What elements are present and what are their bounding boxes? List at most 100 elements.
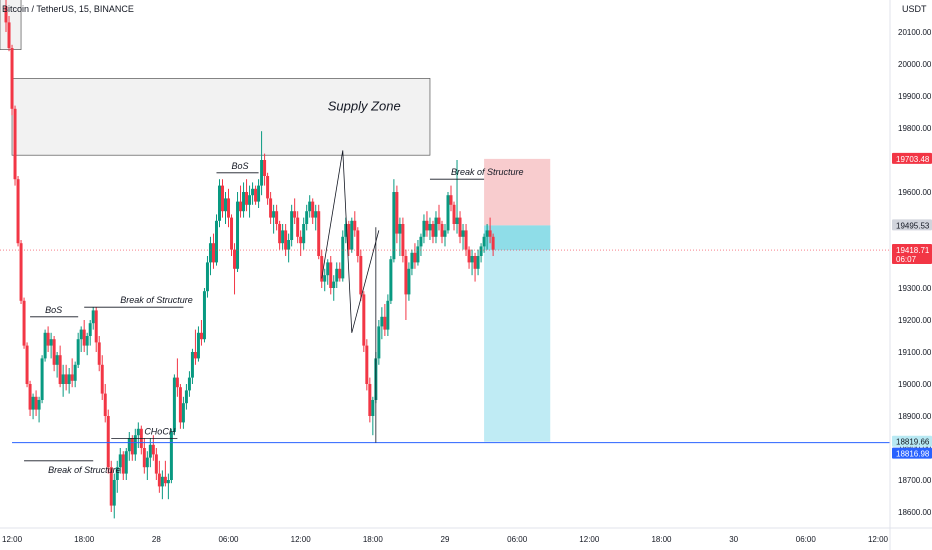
- candle-body: [184, 390, 188, 404]
- candle-body: [485, 230, 489, 237]
- candle-body: [166, 480, 170, 484]
- candle-body: [278, 224, 282, 244]
- price-badge-label-take_profit: 18819.66: [896, 438, 930, 447]
- candle-body: [353, 220, 357, 231]
- candle-body: [413, 252, 417, 263]
- time-tick-label: 29: [441, 535, 450, 544]
- candle-body: [305, 211, 309, 224]
- candle-body: [193, 352, 197, 359]
- candle-body: [254, 188, 258, 202]
- candle-body: [347, 224, 351, 250]
- candle-body: [467, 249, 471, 263]
- candle-body: [217, 185, 221, 221]
- price-axis[interactable]: 18600.0018700.0018800.0018900.0019000.00…: [889, 0, 932, 550]
- candle-body: [25, 345, 29, 384]
- candle-body: [187, 377, 191, 391]
- candle-body: [461, 230, 465, 237]
- candle-body: [443, 230, 447, 237]
- candle-body: [106, 416, 110, 468]
- candle-body: [94, 310, 98, 343]
- candle-body: [61, 374, 65, 384]
- candle-body: [491, 236, 495, 250]
- price-tick-label: 18600.00: [898, 508, 932, 517]
- candle-body: [359, 256, 363, 295]
- candle-body: [109, 467, 113, 506]
- candle-body: [31, 396, 35, 410]
- price-badge-timer: 06:07: [896, 255, 917, 264]
- candle-body: [79, 329, 83, 340]
- stop-loss-area: [484, 158, 551, 226]
- candle-body: [121, 454, 125, 474]
- price-tick-label: 18700.00: [898, 476, 932, 485]
- price-badge-take_profit: [892, 435, 932, 447]
- candle-body: [13, 108, 17, 180]
- candle-body: [308, 201, 312, 212]
- candle-body: [446, 195, 450, 231]
- candle-body: [124, 451, 128, 474]
- candle-body: [10, 48, 14, 109]
- candle-body: [88, 323, 92, 336]
- candle-body: [437, 217, 441, 224]
- candle-body: [479, 246, 483, 256]
- candle-body: [293, 211, 297, 218]
- active-profit-area: [484, 225, 551, 251]
- structure-label: Break of Structure: [451, 167, 524, 177]
- price-badge-horizontal_line: [892, 447, 932, 459]
- candle-body: [383, 316, 387, 330]
- zones: Supply Zone: [0, 0, 551, 442]
- candle-body: [458, 217, 462, 237]
- candle-body: [416, 246, 420, 263]
- candle-body: [97, 342, 101, 365]
- time-tick-label: 30: [729, 535, 738, 544]
- price-badge-label-current: 19418.71: [896, 246, 930, 255]
- candle-body: [43, 332, 47, 359]
- candle-body: [260, 160, 264, 186]
- time-tick-label: 06:00: [218, 535, 239, 544]
- candle-body: [230, 217, 234, 250]
- time-tick-label: 06:00: [507, 535, 528, 544]
- candle-body: [130, 438, 134, 455]
- price-badge-label-stop_loss: 19703.48: [896, 155, 930, 164]
- price-tick-label: 19200.00: [898, 316, 932, 325]
- candle-body: [37, 400, 41, 410]
- candle-body: [290, 211, 294, 240]
- candle-body: [281, 230, 285, 244]
- price-badge-stop_loss: [892, 152, 932, 164]
- candle-body: [395, 192, 399, 234]
- candle-body: [16, 179, 20, 244]
- candle-body: [22, 300, 26, 346]
- candle-body: [242, 192, 246, 212]
- candle-body: [52, 339, 56, 365]
- candle-body: [178, 387, 182, 423]
- candle-body: [85, 336, 89, 346]
- candle-body: [425, 220, 429, 231]
- candle-body: [473, 256, 477, 269]
- candle-body: [317, 211, 321, 256]
- symbol-title: Bitcoin / TetherUS, 15, BINANCE: [2, 4, 134, 14]
- candle-body: [34, 396, 38, 410]
- candle-body: [320, 256, 324, 282]
- structure-label: Break of Structure: [48, 465, 121, 475]
- candle-body: [211, 243, 215, 263]
- candle-body: [419, 236, 423, 247]
- candle-body: [227, 198, 231, 218]
- structure-label: CHoCH: [144, 426, 176, 436]
- candle-body: [482, 236, 486, 247]
- time-axis[interactable]: 12:00 18:00 28 06:00 12:00 18:00 29 06:00 12:00 1…: [0, 527, 932, 544]
- candle-body: [326, 262, 330, 276]
- candle-body: [175, 377, 179, 388]
- candle-body: [269, 198, 273, 218]
- candle-body: [181, 403, 185, 423]
- candle-body: [488, 230, 492, 237]
- candle-body: [151, 444, 155, 455]
- candle-body: [221, 185, 224, 212]
- candle-body: [199, 332, 203, 340]
- candle-body: [251, 188, 255, 196]
- candle-body: [356, 230, 360, 256]
- candle-body: [28, 384, 32, 410]
- candle-body: [311, 201, 315, 218]
- candle-body: [190, 352, 194, 378]
- candle-body: [248, 195, 252, 205]
- price-tick-label: 19100.00: [898, 348, 932, 357]
